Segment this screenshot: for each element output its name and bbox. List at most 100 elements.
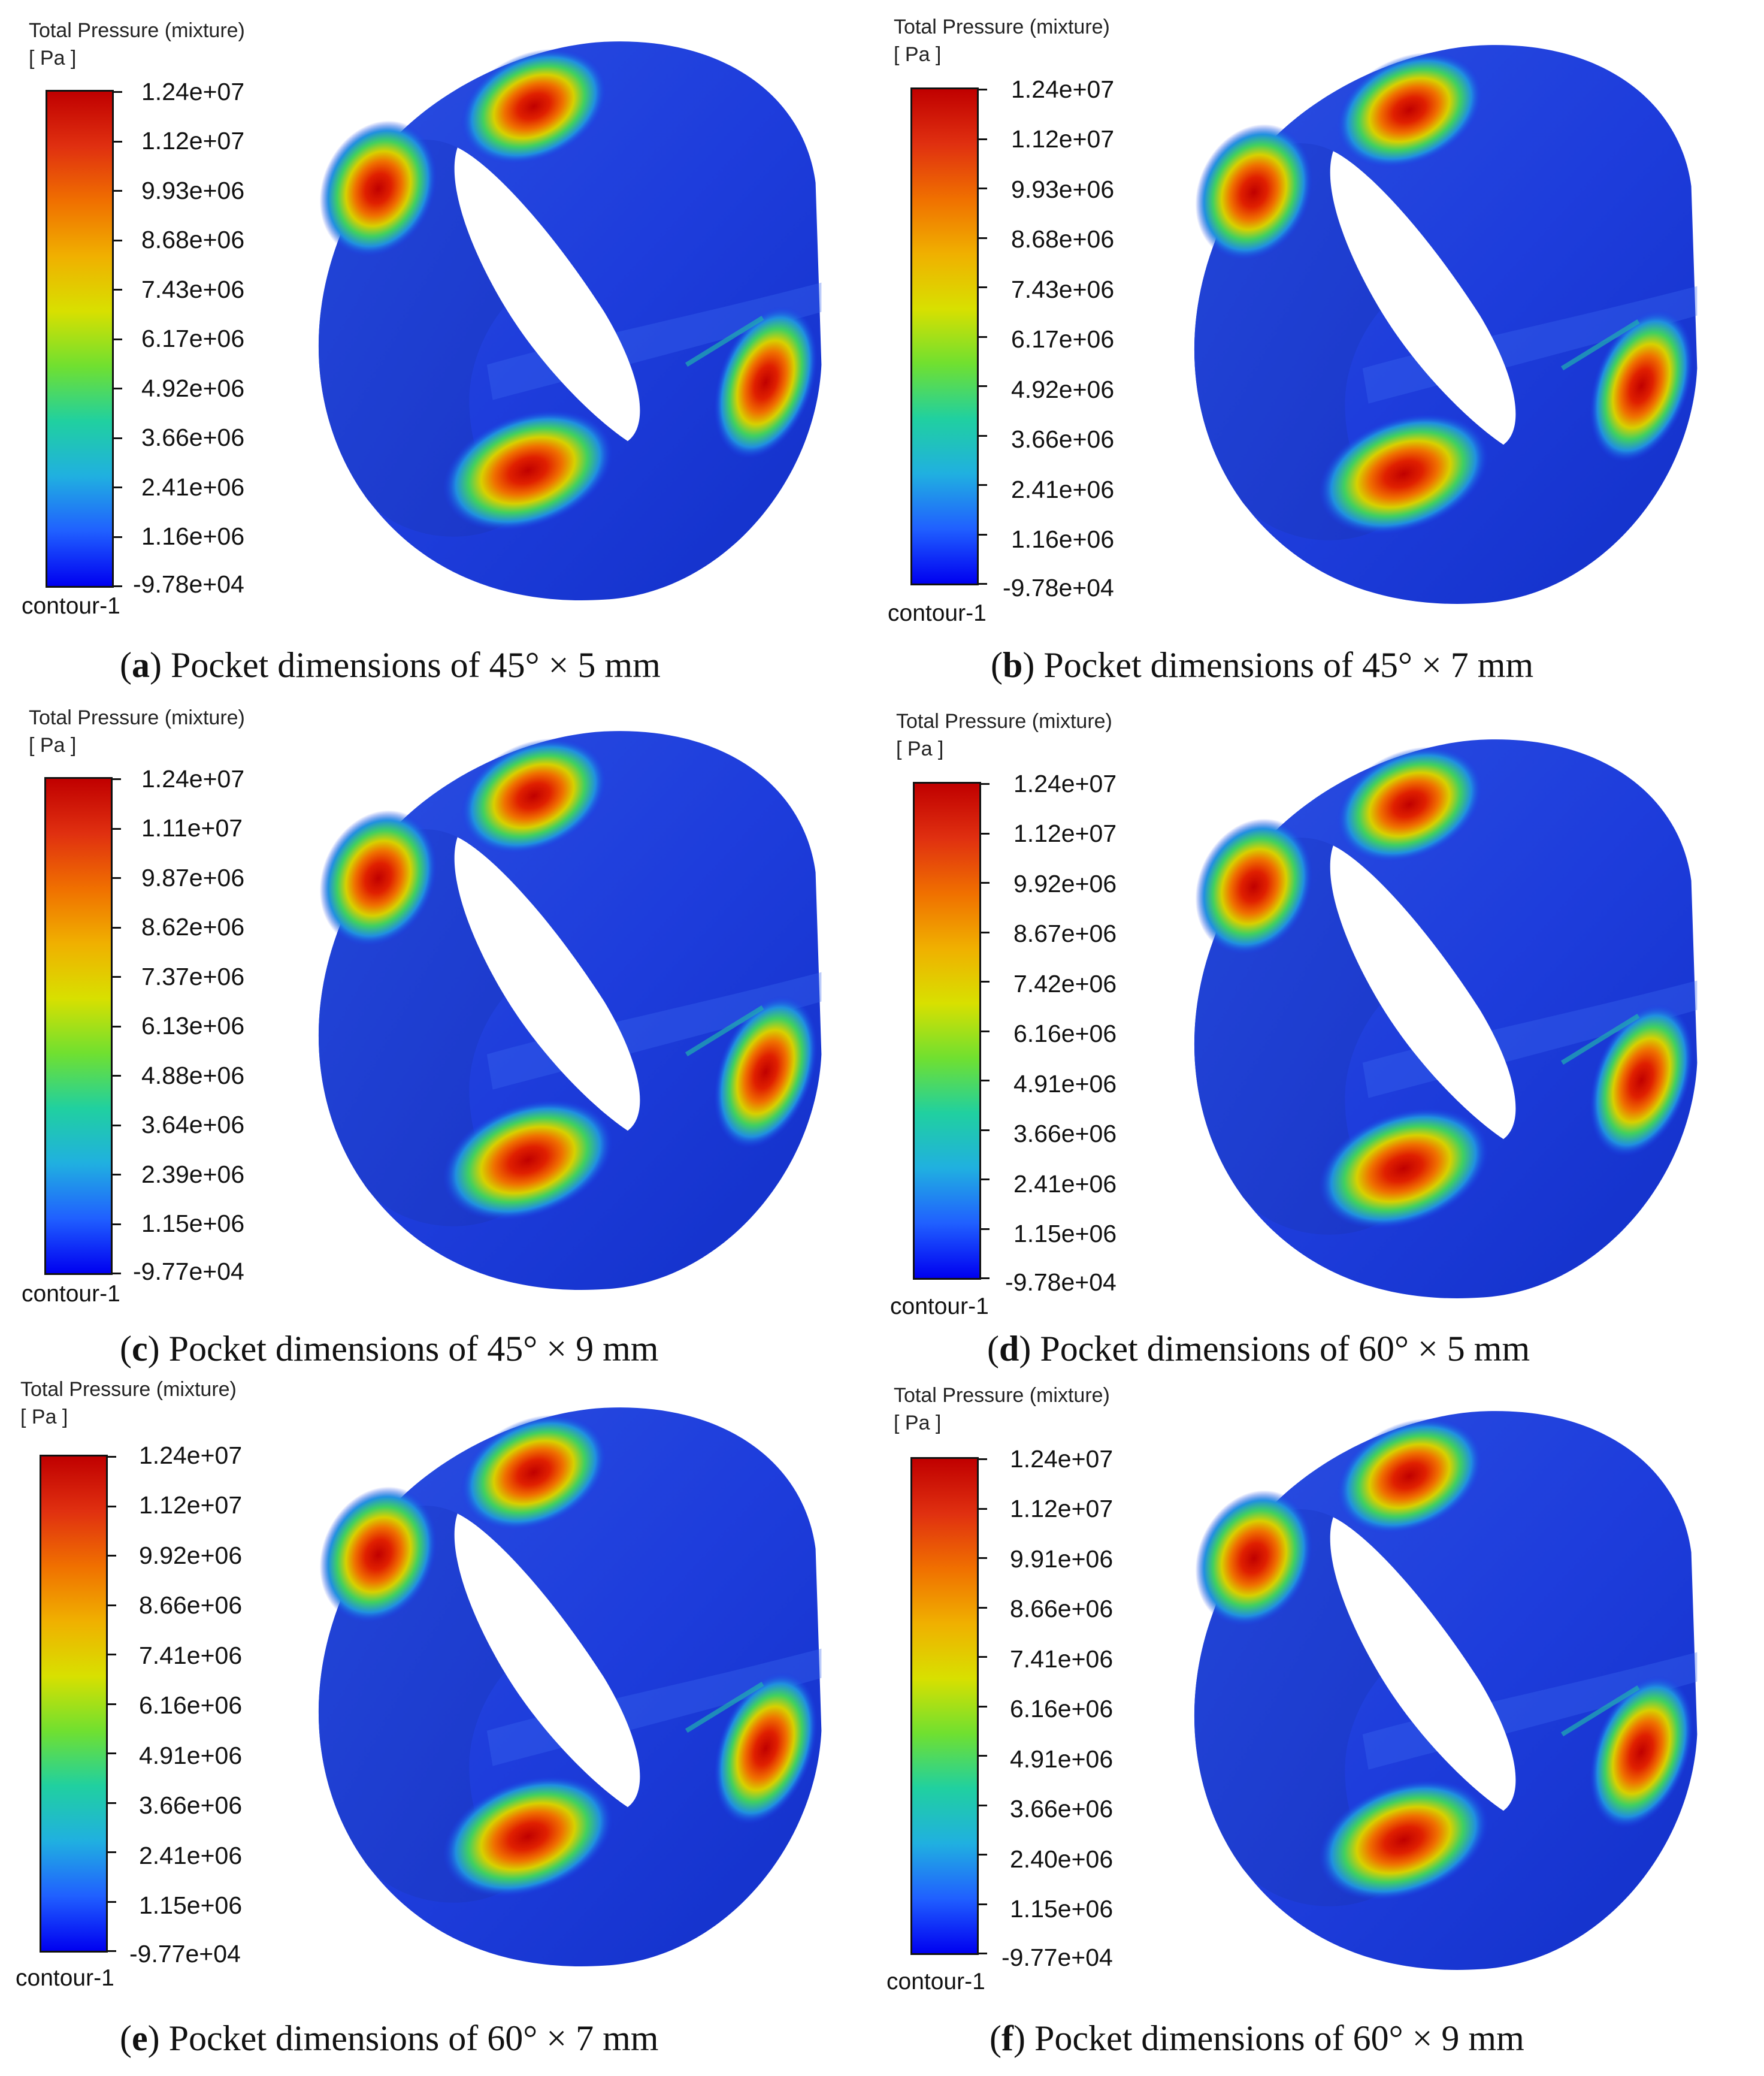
tick-label: 6.16e+06 — [139, 1691, 243, 1719]
tick-label: 1.24e+07 — [141, 78, 245, 105]
bearing-pressure-contour — [1145, 734, 1744, 1321]
colorbar-tick-mark — [108, 1900, 116, 1903]
colorbar-tick-mark — [113, 926, 121, 929]
colorbar-tick-mark — [979, 1458, 987, 1460]
tick-label: 2.41e+06 — [141, 473, 245, 501]
panel-f: Total Pressure (mixture) [ Pa ] 1.24e+07… — [882, 1384, 1763, 2076]
tick-label: 1.15e+06 — [1010, 1895, 1114, 1923]
colorbar — [913, 782, 981, 1280]
colorbar-tick-mark — [114, 536, 122, 538]
colorbar-tick-mark — [108, 1802, 116, 1804]
tick-label: 2.40e+06 — [1010, 1845, 1114, 1873]
bearing-pressure-contour — [270, 36, 869, 623]
panel-d: Total Pressure (mixture) [ Pa ] 1.24e+07… — [882, 692, 1763, 1384]
tick-label: 1.15e+06 — [1013, 1220, 1117, 1247]
tick-label: 8.66e+06 — [139, 1591, 243, 1619]
colorbar-tick-mark — [108, 1456, 116, 1458]
tick-label: 1.11e+07 — [141, 814, 243, 842]
caption: (c) Pocket dimensions of 45° × 9 mm — [120, 1329, 659, 1368]
colorbar-tick-mark — [113, 877, 121, 879]
tick-label: 8.68e+06 — [1011, 225, 1115, 253]
colorbar-tick-mark — [979, 1606, 987, 1609]
tick-label: 9.92e+06 — [1013, 870, 1117, 898]
colorbar-tick-mark — [108, 1703, 116, 1705]
colorbar-tick-mark — [979, 1656, 987, 1658]
colorbar-tick-mark — [113, 1273, 121, 1274]
tick-label: 3.66e+06 — [1011, 425, 1115, 453]
panel-e: Total Pressure (mixture) [ Pa ] 1.24e+07… — [0, 1378, 882, 2076]
colorbar-tick-mark — [113, 827, 121, 830]
tick-label: 4.91e+06 — [1013, 1070, 1117, 1098]
colorbar — [46, 90, 114, 588]
colorbar-tick-mark — [979, 89, 987, 90]
tick-label: 4.92e+06 — [141, 374, 245, 402]
colorbar-tick-mark — [114, 289, 122, 291]
tick-label: 6.17e+06 — [1011, 325, 1115, 353]
colorbar-title: Total Pressure (mixture) [ Pa ] — [894, 1384, 1110, 1434]
tick-label: 1.12e+07 — [1010, 1495, 1114, 1522]
colorbar-tick-mark — [981, 832, 990, 835]
tick-label: 2.41e+06 — [1011, 476, 1115, 503]
tick-label: 1.24e+07 — [1013, 770, 1117, 797]
colorbar-tick-mark — [979, 1854, 987, 1856]
colorbar-tick-mark — [113, 778, 121, 780]
colorbar-tick-mark — [979, 1507, 987, 1510]
colorbar-tick-mark — [979, 138, 987, 140]
colorbar-tick-mark — [981, 981, 990, 983]
colorbar-tick-mark — [108, 1505, 116, 1507]
panel-a: Total Pressure (mixture) [ Pa ] 1.24e+07… — [0, 0, 882, 692]
colorbar-tick-mark — [113, 1174, 121, 1176]
colorbar-tick-mark — [108, 1851, 116, 1853]
tick-label: 1.24e+07 — [1011, 75, 1115, 103]
colorbar-tick-mark — [981, 882, 990, 884]
colorbar-title: Total Pressure (mixture) [ Pa ] — [896, 710, 1112, 760]
tick-label: 1.12e+07 — [139, 1491, 243, 1519]
tick-label: 1.24e+07 — [1010, 1445, 1114, 1473]
tick-label: 9.87e+06 — [141, 864, 245, 892]
colorbar — [910, 1457, 979, 1955]
tick-label: 8.68e+06 — [141, 226, 245, 253]
bearing-pressure-contour — [270, 726, 869, 1313]
tick-label: 1.24e+07 — [139, 1442, 243, 1469]
bearing-pressure-contour — [1145, 40, 1744, 627]
tick-label: 7.41e+06 — [139, 1642, 243, 1669]
colorbar-tick-mark — [981, 1030, 990, 1032]
colorbar-tick-mark — [979, 188, 987, 189]
caption: (b) Pocket dimensions of 45° × 7 mm — [991, 645, 1534, 685]
colorbar — [910, 87, 979, 585]
contour-label: contour-1 — [890, 1294, 989, 1319]
caption: (d) Pocket dimensions of 60° × 5 mm — [987, 1329, 1530, 1368]
tick-label: 7.42e+06 — [1013, 970, 1117, 998]
colorbar-tick-mark — [113, 1223, 121, 1225]
colorbar-tick-mark — [981, 931, 990, 933]
tick-label: 7.41e+06 — [1010, 1645, 1114, 1673]
tick-label: 6.16e+06 — [1013, 1020, 1117, 1047]
colorbar — [40, 1455, 108, 1953]
tick-label: 9.93e+06 — [1011, 176, 1115, 203]
colorbar-tick-mark — [981, 1178, 990, 1180]
colorbar-tick-mark — [979, 1755, 987, 1757]
colorbar-tick-mark — [981, 1129, 990, 1131]
colorbar-title: Total Pressure (mixture) [ Pa ] — [29, 19, 245, 69]
contour-label: contour-1 — [16, 1965, 114, 1991]
tick-label: 1.12e+07 — [1013, 820, 1117, 847]
colorbar-tick-mark — [108, 1950, 116, 1952]
colorbar-title: Total Pressure (mixture) [ Pa ] — [894, 16, 1110, 66]
colorbar-tick-mark — [114, 190, 122, 192]
colorbar-tick-mark — [979, 286, 987, 288]
tick-label: -9.78e+04 — [133, 570, 244, 598]
tick-label: 1.15e+06 — [141, 1210, 245, 1237]
caption: (e) Pocket dimensions of 60° × 7 mm — [120, 2018, 659, 2058]
colorbar — [44, 777, 113, 1275]
tick-label: 1.24e+07 — [141, 765, 245, 793]
colorbar-tick-mark — [108, 1604, 116, 1606]
colorbar-title: Total Pressure (mixture) [ Pa ] — [20, 1378, 237, 1428]
tick-label: -9.77e+04 — [1001, 1944, 1113, 1971]
tick-label: -9.78e+04 — [1005, 1268, 1117, 1296]
tick-label: 9.92e+06 — [139, 1542, 243, 1569]
tick-label: 3.66e+06 — [1010, 1795, 1114, 1823]
colorbar-tick-mark — [114, 388, 122, 389]
colorbar-tick-mark — [114, 585, 122, 587]
colorbar-tick-mark — [114, 338, 122, 340]
colorbar-tick-mark — [108, 1654, 116, 1655]
